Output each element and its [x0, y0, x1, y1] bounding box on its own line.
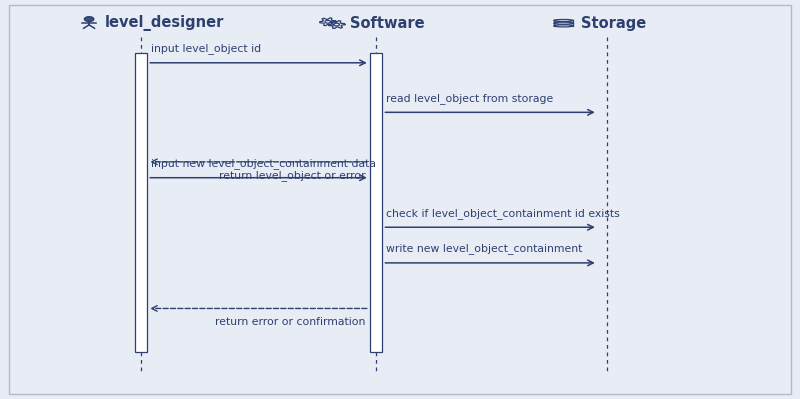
- Text: Storage: Storage: [581, 16, 646, 31]
- Text: return level_object or error: return level_object or error: [219, 171, 366, 182]
- Circle shape: [85, 17, 94, 22]
- Bar: [134, 53, 147, 352]
- Text: level_designer: level_designer: [105, 15, 225, 31]
- Text: read level_object from storage: read level_object from storage: [386, 93, 554, 104]
- Text: return error or confirmation: return error or confirmation: [215, 317, 366, 327]
- Text: input new level_object_containment data: input new level_object_containment data: [151, 158, 376, 169]
- Text: Software: Software: [350, 16, 424, 31]
- Text: write new level_object_containment: write new level_object_containment: [386, 243, 583, 254]
- Text: check if level_object_containment id exists: check if level_object_containment id exi…: [386, 207, 620, 219]
- Text: input level_object id: input level_object id: [151, 43, 262, 54]
- Bar: [370, 53, 382, 352]
